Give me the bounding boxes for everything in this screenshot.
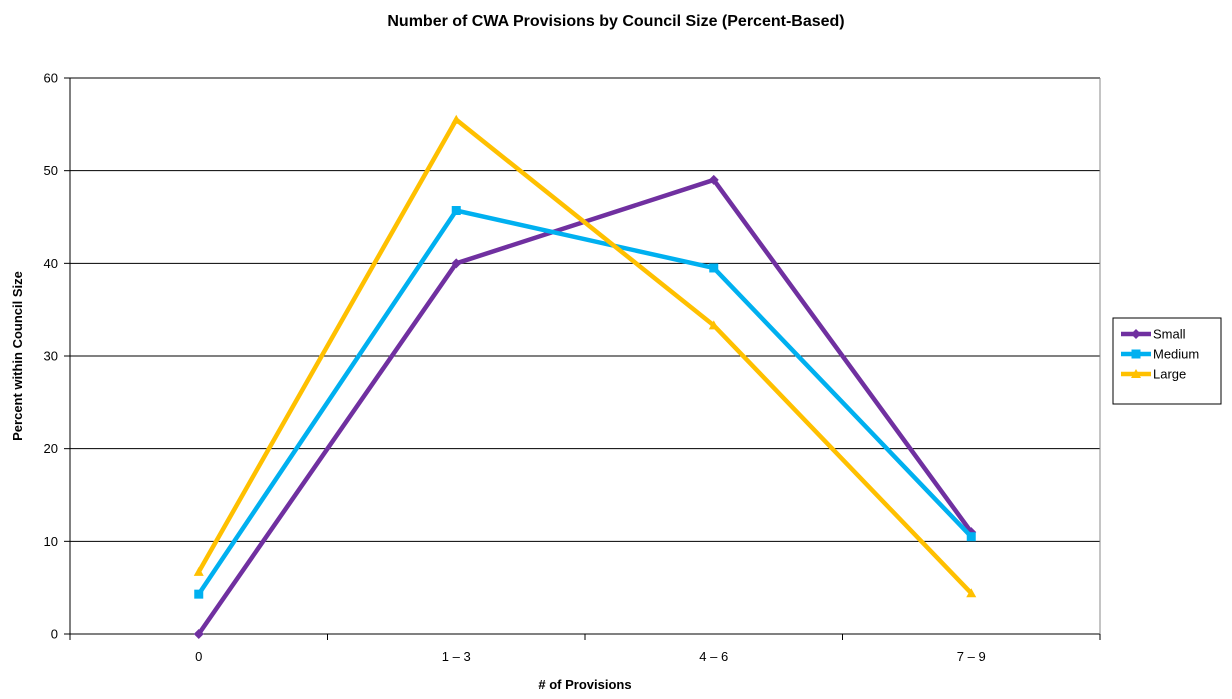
x-axis-label: # of Provisions — [538, 677, 631, 692]
y-tick-labels: 0 10 20 30 40 50 60 — [44, 71, 58, 642]
y-tick-label: 10 — [44, 534, 58, 549]
series-medium — [194, 206, 976, 599]
y-tick-label: 60 — [44, 71, 58, 86]
chart-title: Number of CWA Provisions by Council Size… — [387, 13, 844, 30]
series-large — [193, 114, 977, 598]
legend-marker — [1131, 369, 1141, 378]
x-tick-label: 7 – 9 — [957, 649, 986, 664]
legend-label: Large — [1153, 367, 1186, 382]
series-lines — [193, 114, 977, 639]
data-point — [708, 174, 719, 185]
data-point — [709, 263, 719, 273]
data-point — [451, 114, 462, 124]
y-tick-label: 50 — [44, 163, 58, 178]
legend-item-small: Small — [1121, 327, 1186, 342]
data-point — [966, 532, 976, 542]
legend-label: Medium — [1153, 347, 1199, 362]
x-tick-labels: 0 1 – 3 4 – 6 7 – 9 — [195, 649, 986, 664]
x-tick-label: 1 – 3 — [442, 649, 471, 664]
y-tick-label: 0 — [51, 627, 58, 642]
y-tick-label: 20 — [44, 441, 58, 456]
data-point — [451, 258, 462, 269]
y-axis-label: Percent within Council Size — [10, 271, 25, 441]
axes — [64, 77, 1101, 640]
data-point — [966, 588, 977, 598]
legend-label: Small — [1153, 327, 1186, 342]
data-point — [708, 320, 719, 330]
gridlines — [70, 77, 1100, 542]
x-tick-label: 4 – 6 — [699, 649, 728, 664]
legend: Small Medium Large — [1112, 317, 1222, 405]
series-line — [196, 207, 973, 596]
data-point — [193, 566, 204, 576]
y-tick-label: 30 — [44, 349, 58, 364]
data-point — [451, 206, 461, 216]
legend-marker — [1131, 349, 1141, 359]
data-point — [193, 629, 204, 639]
data-point — [194, 589, 204, 599]
legend-item-large: Large — [1121, 367, 1186, 382]
legend-marker — [1131, 329, 1141, 339]
x-tick-label: 0 — [195, 649, 202, 664]
y-tick-label: 40 — [44, 256, 58, 271]
legend-item-medium: Medium — [1121, 347, 1199, 362]
series-line — [196, 116, 973, 595]
